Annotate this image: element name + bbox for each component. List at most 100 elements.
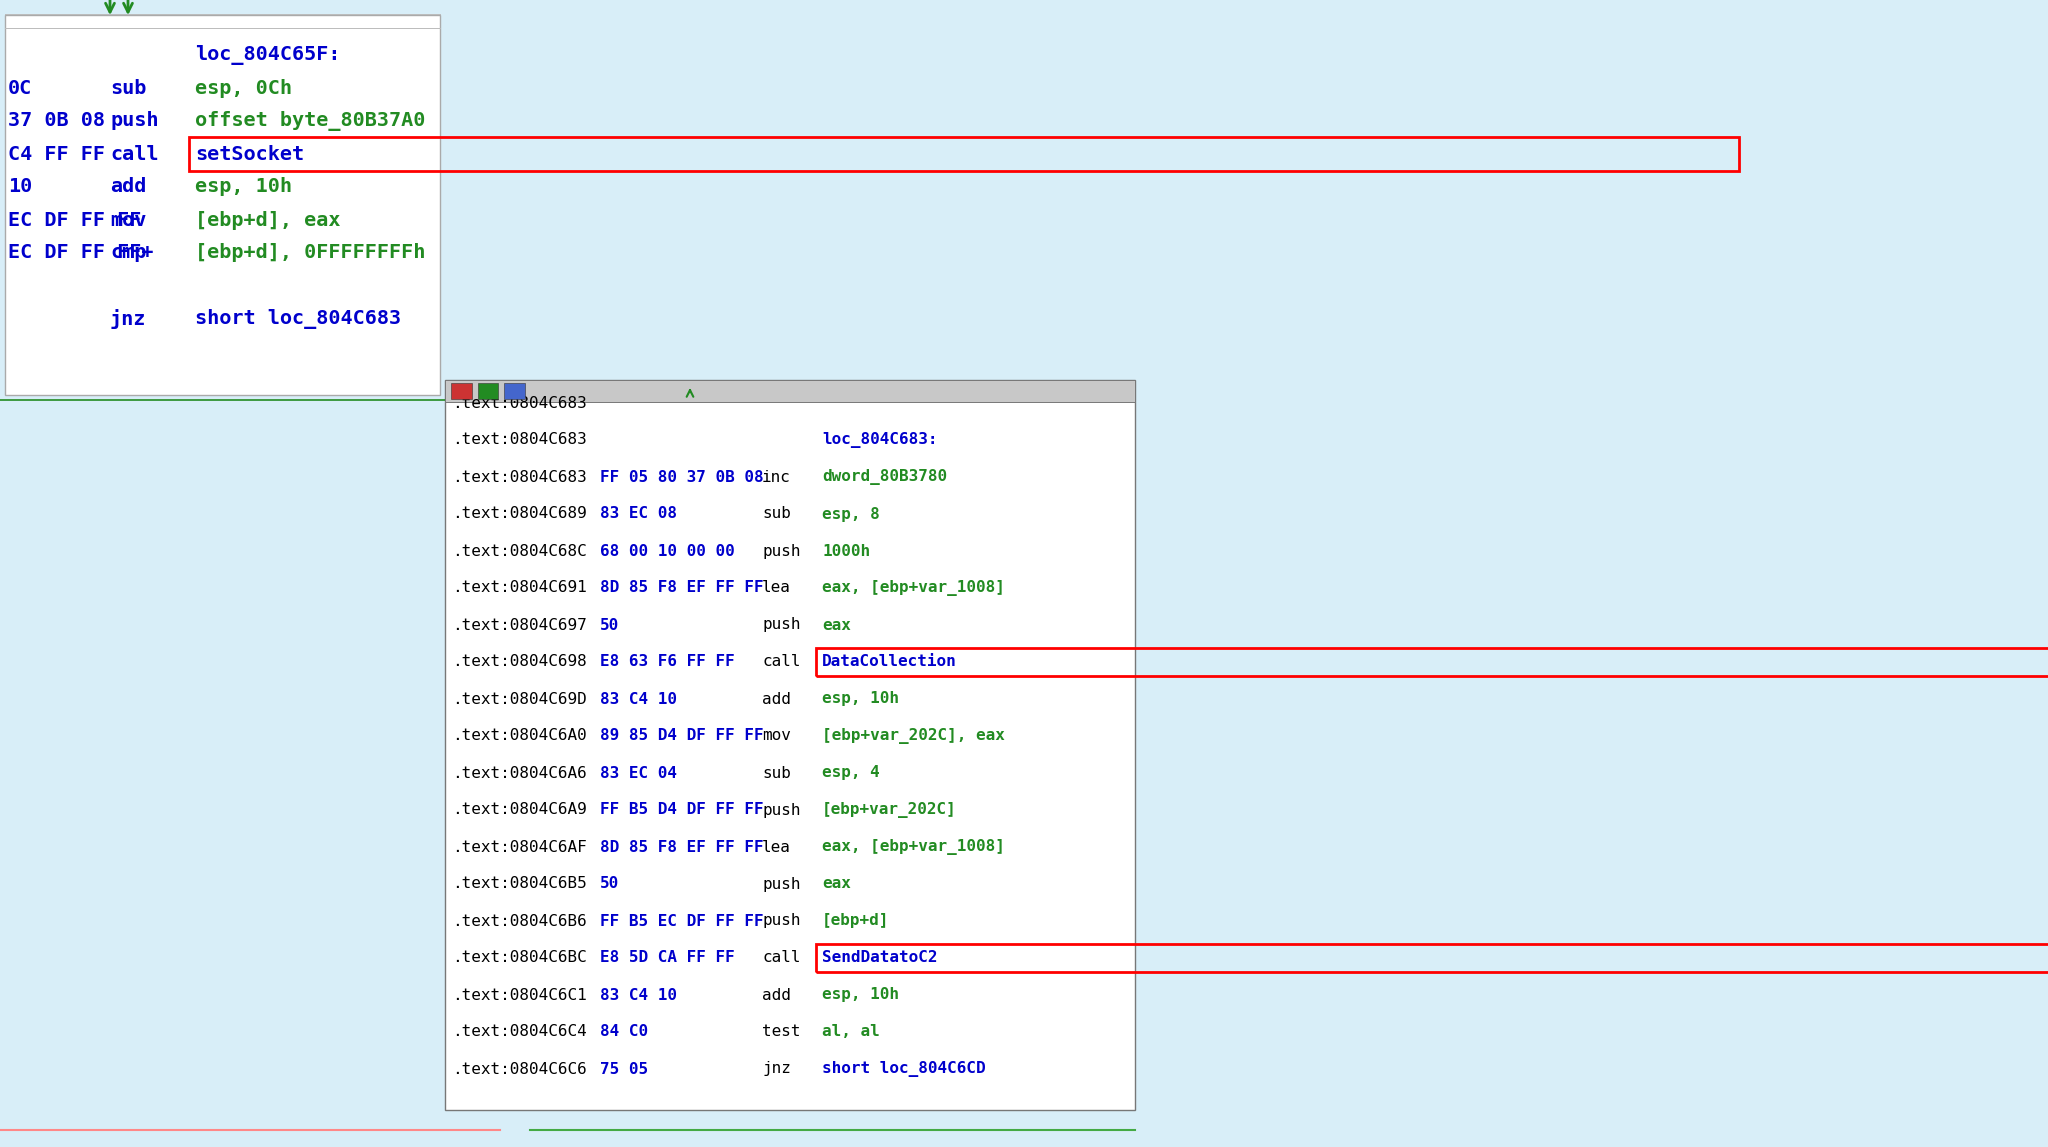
Text: .text:0804C698: .text:0804C698 xyxy=(453,655,586,670)
Text: 8D 85 F8 EF FF FF: 8D 85 F8 EF FF FF xyxy=(600,840,764,855)
Text: 89 85 D4 DF FF FF: 89 85 D4 DF FF FF xyxy=(600,728,764,743)
Text: .text:0804C68C: .text:0804C68C xyxy=(453,544,586,559)
Text: FF 05 80 37 0B 08: FF 05 80 37 0B 08 xyxy=(600,469,764,484)
Text: push: push xyxy=(762,913,801,929)
Text: eax: eax xyxy=(821,876,850,891)
Text: mov: mov xyxy=(762,728,791,743)
Text: E8 5D CA FF FF: E8 5D CA FF FF xyxy=(600,951,735,966)
Text: 0C: 0C xyxy=(8,78,33,97)
Bar xyxy=(815,944,2048,972)
Text: esp, 10h: esp, 10h xyxy=(821,692,899,707)
Bar xyxy=(504,383,524,398)
Text: .text:0804C6B6: .text:0804C6B6 xyxy=(453,913,586,929)
Text: inc: inc xyxy=(762,469,791,484)
Text: SendDatatoC2: SendDatatoC2 xyxy=(821,951,938,966)
Text: .text:0804C6C1: .text:0804C6C1 xyxy=(453,988,586,1002)
Text: .text:0804C689: .text:0804C689 xyxy=(453,507,586,522)
Text: push: push xyxy=(762,617,801,632)
Text: call: call xyxy=(762,951,801,966)
Text: call: call xyxy=(762,655,801,670)
Text: FF B5 D4 DF FF FF: FF B5 D4 DF FF FF xyxy=(600,803,764,818)
Bar xyxy=(188,136,1739,171)
Text: .text:0804C697: .text:0804C697 xyxy=(453,617,586,632)
Text: cmp: cmp xyxy=(111,243,145,263)
Text: jnz: jnz xyxy=(111,309,145,329)
Text: eax, [ebp+var_1008]: eax, [ebp+var_1008] xyxy=(821,838,1006,855)
Text: eax: eax xyxy=(821,617,850,632)
Text: [ebp+var_202C], eax: [ebp+var_202C], eax xyxy=(821,728,1006,744)
Text: .text:0804C6A0: .text:0804C6A0 xyxy=(453,728,586,743)
Text: 84 C0: 84 C0 xyxy=(600,1024,647,1039)
Text: jnz: jnz xyxy=(762,1061,791,1077)
Text: sub: sub xyxy=(762,507,791,522)
Text: dword_80B3780: dword_80B3780 xyxy=(821,469,946,485)
Text: add: add xyxy=(762,988,791,1002)
Text: esp, 0Ch: esp, 0Ch xyxy=(195,78,293,97)
Text: .text:0804C683: .text:0804C683 xyxy=(453,469,586,484)
Text: E8 63 F6 FF FF: E8 63 F6 FF FF xyxy=(600,655,735,670)
Text: 10: 10 xyxy=(8,178,33,196)
Text: offset byte_80B37A0: offset byte_80B37A0 xyxy=(195,111,426,131)
Text: FF B5 EC DF FF FF: FF B5 EC DF FF FF xyxy=(600,913,764,929)
Bar xyxy=(444,380,1135,401)
Text: .text:0804C6C4: .text:0804C6C4 xyxy=(453,1024,586,1039)
Text: test: test xyxy=(762,1024,801,1039)
Text: eax, [ebp+var_1008]: eax, [ebp+var_1008] xyxy=(821,580,1006,596)
Text: sub: sub xyxy=(762,765,791,780)
Text: esp, 8: esp, 8 xyxy=(821,507,881,522)
Text: 83 EC 04: 83 EC 04 xyxy=(600,765,678,780)
Text: .text:0804C6A6: .text:0804C6A6 xyxy=(453,765,586,780)
Text: 83 EC 08: 83 EC 08 xyxy=(600,507,678,522)
Text: .text:0804C6BC: .text:0804C6BC xyxy=(453,951,586,966)
Text: EC DF FF FF: EC DF FF FF xyxy=(8,211,141,229)
Text: DataCollection: DataCollection xyxy=(821,655,956,670)
Text: push: push xyxy=(111,111,158,131)
Text: 1000h: 1000h xyxy=(821,544,870,559)
Bar xyxy=(444,380,1135,1110)
Text: EC DF FF FF+: EC DF FF FF+ xyxy=(8,243,154,263)
Text: .text:0804C6A9: .text:0804C6A9 xyxy=(453,803,586,818)
Text: add: add xyxy=(111,178,145,196)
Text: 83 C4 10: 83 C4 10 xyxy=(600,988,678,1002)
Text: 83 C4 10: 83 C4 10 xyxy=(600,692,678,707)
Text: add: add xyxy=(762,692,791,707)
Text: push: push xyxy=(762,803,801,818)
Text: 68 00 10 00 00: 68 00 10 00 00 xyxy=(600,544,735,559)
Text: 50: 50 xyxy=(600,617,618,632)
Text: C4 FF FF: C4 FF FF xyxy=(8,145,104,164)
Text: sub: sub xyxy=(111,78,145,97)
Text: .text:0804C6C6: .text:0804C6C6 xyxy=(453,1061,586,1077)
Text: al, al: al, al xyxy=(821,1024,881,1039)
Text: 50: 50 xyxy=(600,876,618,891)
Text: lea: lea xyxy=(762,580,791,595)
Text: [ebp+d], eax: [ebp+d], eax xyxy=(195,211,340,229)
Text: [ebp+var_202C]: [ebp+var_202C] xyxy=(821,802,956,818)
Text: esp, 10h: esp, 10h xyxy=(195,178,293,196)
Text: esp, 4: esp, 4 xyxy=(821,765,881,780)
Text: .text:0804C683: .text:0804C683 xyxy=(453,432,586,447)
Bar xyxy=(451,383,471,398)
Text: setSocket: setSocket xyxy=(195,145,303,164)
Text: .text:0804C691: .text:0804C691 xyxy=(453,580,586,595)
Bar xyxy=(815,648,2048,676)
Text: .text:0804C6B5: .text:0804C6B5 xyxy=(453,876,586,891)
Text: push: push xyxy=(762,544,801,559)
Bar xyxy=(477,383,498,398)
Text: short loc_804C683: short loc_804C683 xyxy=(195,309,401,329)
Text: call: call xyxy=(111,145,158,164)
Text: short loc_804C6CD: short loc_804C6CD xyxy=(821,1061,985,1077)
Text: esp, 10h: esp, 10h xyxy=(821,988,899,1002)
Text: 37 0B 08: 37 0B 08 xyxy=(8,111,104,131)
Text: lea: lea xyxy=(762,840,791,855)
Text: 8D 85 F8 EF FF FF: 8D 85 F8 EF FF FF xyxy=(600,580,764,595)
Text: [ebp+d], 0FFFFFFFFh: [ebp+d], 0FFFFFFFFh xyxy=(195,243,426,263)
Text: mov: mov xyxy=(111,211,145,229)
Bar xyxy=(4,15,440,395)
Text: .text:0804C6AF: .text:0804C6AF xyxy=(453,840,586,855)
Text: loc_804C683:: loc_804C683: xyxy=(821,432,938,448)
Text: .text:0804C69D: .text:0804C69D xyxy=(453,692,586,707)
Text: 75 05: 75 05 xyxy=(600,1061,647,1077)
Text: .text:0804C683: .text:0804C683 xyxy=(453,396,586,411)
Text: [ebp+d]: [ebp+d] xyxy=(821,913,889,929)
Text: loc_804C65F:: loc_804C65F: xyxy=(195,45,340,65)
